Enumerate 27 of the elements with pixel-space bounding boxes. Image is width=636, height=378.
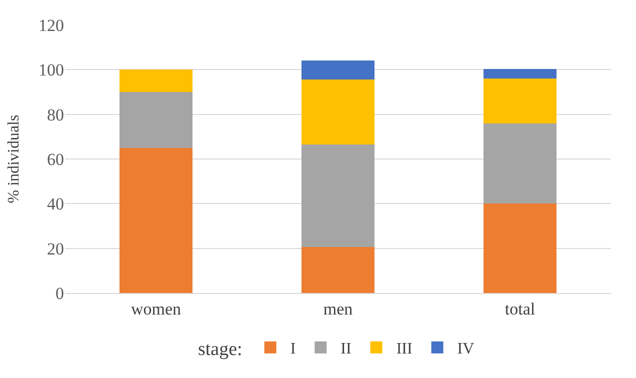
bar [302,144,374,248]
bar [302,60,374,80]
bar [484,123,556,204]
bar [484,78,556,124]
bar [120,148,192,293]
legend-label: III [396,340,412,358]
legend-label: IV [457,340,475,358]
y-tick-label: 40 [47,194,64,214]
y-tick-label: 80 [47,105,64,124]
legend-label: I [290,340,296,358]
bar [302,80,374,144]
legend-title: stage: [198,339,242,360]
legend-label: II [340,340,352,358]
x-tick-label: total [504,299,536,318]
y-tick-label: 100 [38,60,64,80]
bar [120,92,192,148]
y-tick-label: 120 [38,16,64,35]
bar [484,204,556,293]
bar [484,69,556,79]
bar [120,70,192,92]
y-axis-title: % individuals [5,114,22,204]
y-tick-label: 0 [56,284,64,303]
y-tick-label: 60 [47,150,64,169]
y-tick-label: 20 [47,239,64,258]
bar [302,247,374,293]
x-tick-label: men [323,299,354,318]
x-tick-label: women [130,299,182,318]
